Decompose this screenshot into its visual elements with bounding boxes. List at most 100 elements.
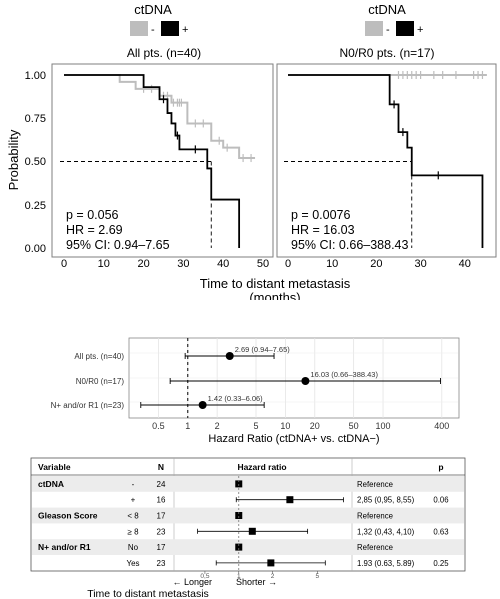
table-header-p: p (438, 462, 443, 472)
km-stat-ci-2: 95% CI: 0.66–388.43 (291, 238, 408, 252)
table-variable-cell: N+ and/or R1 (38, 542, 91, 552)
km-x-tick-label: 20 (370, 258, 382, 270)
table-hr-point (235, 543, 243, 551)
table-row-shading (32, 476, 464, 492)
km-y-tick-label: 0.50 (25, 156, 46, 168)
km-x-tick-label: 30 (414, 258, 426, 270)
forest-x-tick-label: 10 (280, 421, 290, 431)
table-body: ctDNA - 24 Reference + 16 2,85 (0,95, 8,55) 0.0… (31, 458, 465, 571)
km-y-tick-label: 1.00 (25, 70, 46, 82)
km-legend-label-positive-2: + (417, 24, 423, 36)
table-n-cell: 17 (157, 512, 166, 521)
table-row-shading (32, 539, 464, 555)
kaplan-meier-figure: ctDNA - + ctDNA - + All pts. (n=40) N0/R… (6, 2, 497, 300)
forest-plot-x-ticks: 0.5 1 2 5 10 20 50 100 400 (152, 421, 449, 431)
table-x-axis-title: Time to distant metastasis (87, 588, 209, 599)
table-estimate-cell: 2,85 (0,95, 8,55) (357, 496, 415, 505)
table-n-cell: 23 (157, 527, 166, 536)
km-legend-key-negative-2 (365, 21, 383, 36)
km-y-tick-label: 0.25 (25, 200, 46, 212)
table-header-hazard-ratio: Hazard ratio (237, 462, 286, 472)
table-n-cell: 17 (157, 543, 166, 552)
forest-plot-marks: All pts. (n=40) 2.69 (0.94–7.65) N0/R0 (n=… (51, 338, 442, 418)
table-hr-point (267, 559, 275, 567)
forest-hr-point (225, 352, 234, 360)
table-estimate-cell: Reference (357, 480, 393, 489)
km-x-tick-label: 30 (177, 258, 189, 270)
km-legend-label-negative-2: - (386, 24, 390, 36)
km-panel-2-plot: 0 10 20 30 40 (284, 71, 487, 270)
km-legend-key-positive-2 (396, 21, 414, 36)
km-panel-1-plot: 0 10 20 30 40 50 (60, 74, 269, 270)
table-p-cell: 0.63 (433, 527, 448, 536)
km-x-tick-label: 10 (98, 258, 110, 270)
km-y-ticks: 1.00 0.75 0.50 0.25 0.00 (25, 70, 46, 255)
km-panel-2-frame (276, 63, 497, 258)
km-stat-p-2: p = 0.0076 (291, 208, 350, 222)
table-header-variable: Variable (38, 462, 71, 472)
km-y-tick-label: 0.00 (25, 243, 46, 255)
km-x-tick-label: 0 (285, 258, 291, 270)
hazard-ratio-table-figure: ctDNA - 24 Reference + 16 2,85 (0,95, 8,55) 0.0… (30, 457, 466, 599)
km-x-axis-title-units: (months) (249, 290, 300, 300)
table-x-tick-label: 5 (315, 573, 319, 580)
km-panel-1-frame (51, 63, 274, 258)
km-stat-p-1: p = 0.056 (66, 208, 119, 222)
forest-hr-label: 2.69 (0.94–7.65) (235, 345, 291, 354)
table-x-tick-label: 1 (237, 573, 241, 580)
table-arrow-longer: ← Longer (172, 577, 212, 587)
km-stat-ci-1: 95% CI: 0.94–7.65 (66, 238, 170, 252)
forest-row-label: All pts. (n=40) (74, 352, 124, 361)
table-level-cell: No (128, 543, 139, 552)
km-legend-label-negative-1: - (151, 24, 155, 36)
km-legend-key-negative-1 (130, 21, 148, 36)
table-x-axis: 0,5 1 2 5 (200, 571, 319, 580)
table-header-n: N (158, 462, 164, 472)
forest-x-tick-label: 2 (215, 421, 220, 431)
forest-hr-label: 1.42 (0.33–6.06) (208, 394, 264, 403)
km-y-axis-title: Probability (6, 129, 21, 190)
km-y-tick-label: 0.75 (25, 113, 46, 125)
forest-row-label: N0/R0 (n=17) (76, 377, 125, 386)
table-n-cell: 16 (157, 496, 166, 505)
km-x-tick-label: 40 (459, 258, 471, 270)
km-stat-hr-2: HR = 16.03 (291, 223, 355, 237)
table-level-cell: ≥ 8 (127, 527, 139, 536)
km-legend-title-2: ctDNA (368, 2, 406, 17)
table-x-tick-label: 2 (271, 573, 275, 580)
table-hr-point (235, 512, 243, 519)
km-legend-label-positive-1: + (182, 24, 188, 36)
forest-x-tick-label: 1 (185, 421, 190, 431)
table-arrow-shorter: Shorter → (236, 577, 277, 587)
table-variable-cell: Gleason Score (38, 511, 98, 521)
forest-x-tick-label: 100 (376, 421, 391, 431)
km-curve-ctdna-positive (288, 74, 484, 248)
table-estimate-cell: Reference (357, 512, 393, 521)
table-hr-point (248, 527, 256, 535)
km-curve-ctdna-positive (64, 74, 241, 248)
km-x-tick-label: 50 (257, 258, 269, 270)
table-hr-point (235, 480, 243, 488)
km-legend-key-positive-1 (161, 21, 179, 36)
km-legend-title-1: ctDNA (134, 2, 172, 17)
forest-hr-point (198, 401, 207, 409)
forest-plot-x-axis-title: Hazard Ratio (ctDNA+ vs. ctDNA−) (208, 433, 379, 445)
km-x-axis-title: Time to distant metastasis (200, 276, 351, 291)
forest-x-tick-label: 50 (349, 421, 359, 431)
km-x-tick-label: 40 (217, 258, 229, 270)
table-x-tick-label: 0,5 (200, 573, 209, 580)
table-estimate-cell: 1,32 (0,43, 4,10) (357, 527, 415, 536)
table-n-cell: 23 (157, 559, 166, 568)
table-estimate-cell: 1.93 (0.63, 5.89) (357, 559, 415, 568)
forest-x-tick-label: 0.5 (152, 421, 165, 431)
table-variable-cell: ctDNA (38, 479, 64, 489)
table-p-cell: 0.25 (433, 559, 449, 568)
km-x-tick-label: 0 (61, 258, 67, 270)
table-estimate-cell: Reference (357, 543, 393, 552)
forest-x-tick-label: 400 (434, 421, 449, 431)
table-level-cell: - (132, 480, 135, 489)
km-x-tick-label: 10 (326, 258, 338, 270)
forest-hr-point (301, 377, 310, 385)
forest-plot-figure: All pts. (n=40) 2.69 (0.94–7.65) N0/R0 (n=… (51, 337, 460, 445)
table-n-cell: 24 (157, 480, 166, 489)
